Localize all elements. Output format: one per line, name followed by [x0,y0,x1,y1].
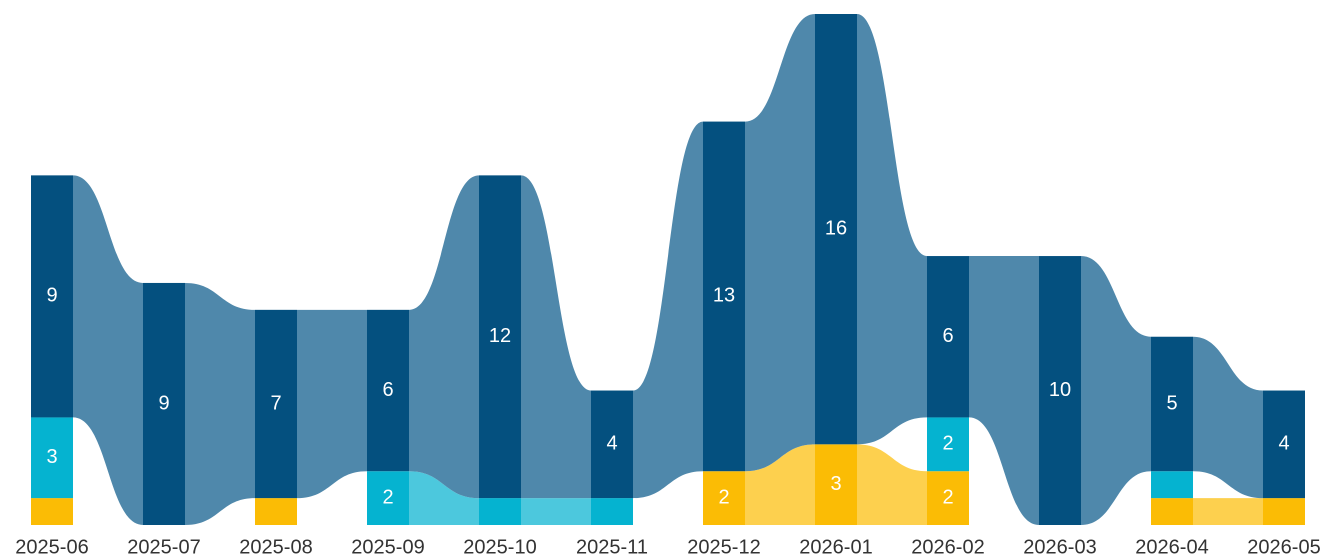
bar-segment [1151,471,1193,499]
x-tick-label: 2025-06 [15,536,88,558]
bar-segment [255,498,297,525]
bar-segment [815,444,857,525]
bar-segment [591,390,633,499]
flow [633,121,703,499]
bar-segment [367,471,409,525]
flows [73,14,1263,526]
bar-segment [591,498,633,525]
value-label: 2 [942,433,953,455]
flow [745,444,815,525]
flow [1193,498,1263,525]
bar-segment [143,282,185,525]
x-tick-label: 2026-01 [799,536,872,558]
value-label: 4 [1278,433,1289,455]
flow [409,471,479,525]
bar-segment [1263,390,1305,499]
flow [1081,256,1151,525]
bar-segment [1263,498,1305,525]
x-tick-label: 2025-07 [127,536,200,558]
bar-segment [479,175,521,499]
x-tick-label: 2025-11 [576,536,648,558]
bars: 3 9 9 7 2 6 12 4 2 13 3 16 2 2 6 10 5 4 [31,14,1305,525]
value-label: 4 [606,433,617,455]
value-label: 6 [942,325,953,347]
bar-segment [927,417,969,472]
flow [297,309,367,499]
x-tick-label: 2025-09 [351,536,424,558]
bar-segment [255,309,297,499]
bar-segment [703,121,745,472]
flow [1193,336,1263,499]
flow [73,175,143,526]
value-label: 10 [1049,379,1071,401]
flow [857,444,927,525]
flow [969,256,1039,525]
x-tick-label: 2025-10 [463,536,536,558]
x-tick-label: 2025-12 [687,536,760,558]
value-label: 5 [1166,392,1177,414]
value-label: 6 [382,379,393,401]
flow [521,175,591,499]
bar-segment [927,256,969,418]
flow [857,14,927,445]
bar-segment [479,498,521,525]
bar-segment [31,417,73,499]
x-tick-label: 2026-05 [1247,536,1320,558]
flow [185,282,255,525]
value-label: 2 [382,486,393,508]
bar-segment [31,498,73,525]
bar-segment [367,309,409,472]
value-label: 3 [830,473,841,495]
value-label: 13 [713,285,735,307]
value-label: 3 [46,446,57,468]
bar-segment [703,471,745,525]
bar-segment [815,14,857,445]
bar-segment [927,471,969,525]
x-tick-label: 2026-03 [1023,536,1096,558]
x-tick-label: 2026-04 [1135,536,1208,558]
value-label: 16 [825,217,847,239]
bar-segment [1039,256,1081,525]
flow [409,175,479,499]
bar-segment [31,175,73,418]
value-label: 7 [270,392,281,414]
value-label: 2 [942,486,953,508]
value-label: 9 [158,392,169,414]
x-tick-label: 2026-02 [911,536,984,558]
value-label: 9 [46,285,57,307]
value-label: 2 [718,486,729,508]
flow [521,498,591,525]
value-label: 12 [489,325,511,347]
bar-segment [1151,336,1193,472]
bar-segment [1151,498,1193,525]
flow [745,14,815,472]
x-tick-label: 2025-08 [239,536,312,558]
